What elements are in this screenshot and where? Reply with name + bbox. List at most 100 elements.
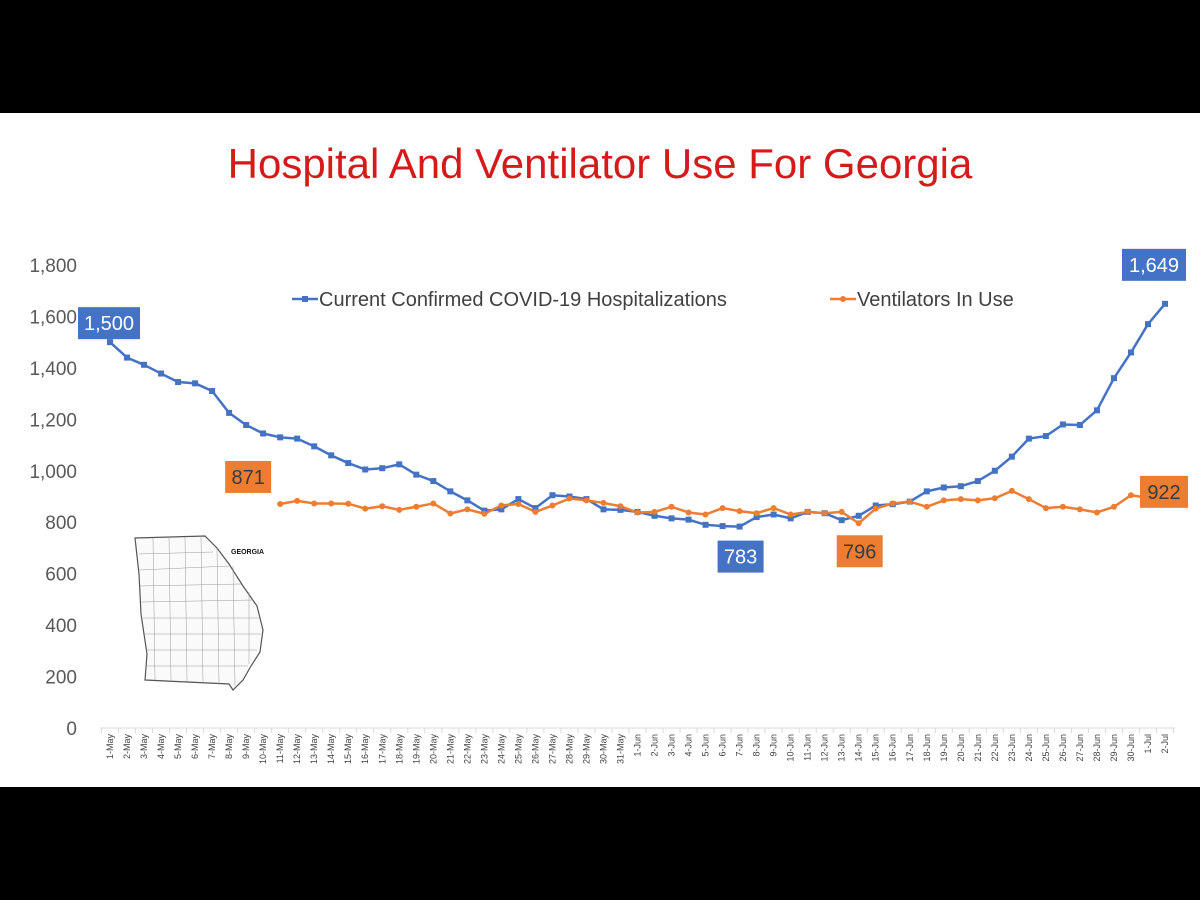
x-tick-label: 6-May — [190, 734, 200, 760]
legend-label: Ventilators In Use — [857, 289, 1014, 311]
x-tick-label: 14-May — [326, 734, 336, 765]
data-point — [430, 500, 437, 507]
data-point — [379, 503, 386, 510]
data-point — [549, 492, 556, 499]
callout-label: 871 — [231, 467, 264, 489]
data-point — [991, 467, 998, 474]
georgia-map-image: GEORGIA — [134, 535, 264, 691]
callout-box — [225, 460, 272, 493]
data-point — [770, 505, 777, 512]
data-point — [294, 435, 301, 442]
data-point — [532, 508, 539, 515]
x-tick-label: 28-Jun — [1092, 734, 1102, 762]
data-point — [821, 510, 828, 517]
data-point — [668, 503, 675, 510]
data-point — [855, 512, 862, 519]
data-point — [1093, 509, 1100, 516]
callout-box — [836, 535, 883, 568]
callout-box — [1140, 475, 1188, 508]
legend-label: Current Confirmed COVID-19 Hospitalizati… — [319, 289, 727, 311]
data-point — [1059, 503, 1066, 510]
x-axis — [100, 727, 1175, 733]
data-point — [702, 511, 709, 518]
data-point — [311, 500, 318, 507]
x-tick-label: 2-May — [122, 734, 132, 760]
y-tick-label: 1,800 — [29, 256, 77, 277]
data-point — [685, 516, 692, 523]
data-point — [1076, 506, 1083, 513]
data-point — [600, 499, 607, 506]
data-point — [974, 497, 981, 504]
data-point — [464, 506, 471, 513]
x-tick-labels: 1-May 2-May 3-May 4-May 5-May 6-May 7-May 8-May… — [105, 734, 1170, 765]
y-axis: 0 200 400 600 800 1,000 1,200 1,400 1,600 1,800 — [29, 256, 77, 740]
data-point — [1042, 433, 1049, 440]
data-point — [294, 497, 301, 504]
data-callouts: 1,500 783 1,649 871 796 922 — [78, 248, 1188, 573]
x-tick-label: 9-Jun — [769, 734, 779, 757]
data-point — [498, 502, 505, 509]
x-tick-label: 20-May — [428, 734, 438, 765]
data-point — [719, 523, 726, 530]
chart-title: Hospital And Ventilator Use For Georgia — [227, 140, 973, 187]
x-tick-label: 14-Jun — [854, 734, 864, 762]
data-point — [345, 500, 352, 507]
x-tick-label: 9-May — [241, 734, 251, 760]
data-point — [617, 503, 624, 510]
data-point — [243, 421, 250, 428]
data-point — [311, 443, 318, 450]
y-tick-label: 0 — [66, 719, 77, 740]
data-point — [1110, 375, 1117, 382]
data-point — [379, 465, 386, 472]
data-point — [804, 508, 811, 515]
x-tick-label: 27-May — [547, 734, 557, 765]
data-point — [362, 505, 369, 512]
x-tick-label: 10-Jun — [786, 734, 796, 762]
data-point — [192, 380, 199, 387]
x-tick-label: 16-May — [360, 734, 370, 765]
data-point — [396, 461, 403, 468]
data-point — [753, 510, 760, 517]
x-tick-label: 19-May — [411, 734, 421, 765]
data-point — [923, 488, 930, 495]
data-point — [1008, 487, 1015, 494]
x-tick-label: 25-May — [513, 734, 523, 765]
x-tick-label: 16-Jun — [888, 734, 898, 762]
data-point — [532, 505, 539, 512]
data-point — [957, 483, 964, 490]
data-point — [277, 434, 284, 441]
data-point — [1059, 421, 1066, 428]
data-point — [906, 498, 913, 505]
y-tick-label: 1,400 — [29, 359, 77, 380]
x-tick-label: 23-May — [479, 734, 489, 765]
data-point — [464, 497, 471, 504]
y-tick-label: 1,200 — [29, 410, 77, 431]
x-tick-label: 11-May — [275, 734, 285, 764]
data-point — [396, 506, 403, 513]
map-label: GEORGIA — [231, 549, 264, 556]
legend: Current Confirmed COVID-19 Hospitalizati… — [292, 289, 1014, 311]
data-point — [855, 520, 862, 527]
callout-label: 1,649 — [1129, 255, 1179, 277]
data-point — [328, 500, 335, 507]
x-tick-label: 15-May — [343, 734, 353, 765]
x-tick-label: 31-May — [615, 734, 625, 765]
data-point — [413, 471, 420, 478]
data-point — [1008, 453, 1015, 460]
data-point — [991, 495, 998, 502]
data-point — [447, 488, 454, 495]
x-tick-label: 13-Jun — [837, 734, 847, 762]
data-point — [719, 505, 726, 512]
data-point — [1093, 407, 1100, 414]
data-point — [1144, 321, 1151, 328]
x-tick-label: 4-Jun — [684, 734, 694, 757]
data-point — [702, 521, 709, 528]
x-tick-label: 26-May — [530, 734, 540, 765]
x-tick-label: 26-Jun — [1058, 734, 1068, 762]
legend-swatch-marker — [840, 296, 846, 302]
x-tick-label: 12-May — [292, 734, 302, 765]
data-point — [1162, 300, 1168, 307]
data-point — [549, 502, 556, 509]
x-tick-label: 15-Jun — [871, 734, 881, 762]
